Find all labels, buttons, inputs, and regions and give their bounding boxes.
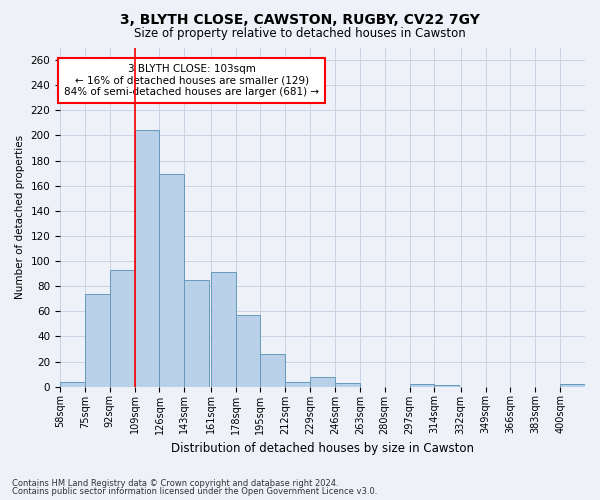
Y-axis label: Number of detached properties: Number of detached properties bbox=[15, 135, 25, 299]
Bar bbox=[285, 382, 310, 386]
Bar bbox=[134, 130, 160, 386]
Bar bbox=[110, 270, 134, 386]
Bar bbox=[410, 384, 434, 386]
Bar bbox=[310, 376, 335, 386]
Bar bbox=[560, 384, 585, 386]
Text: Size of property relative to detached houses in Cawston: Size of property relative to detached ho… bbox=[134, 28, 466, 40]
Text: 3 BLYTH CLOSE: 103sqm
← 16% of detached houses are smaller (129)
84% of semi-det: 3 BLYTH CLOSE: 103sqm ← 16% of detached … bbox=[64, 64, 319, 97]
Text: Contains public sector information licensed under the Open Government Licence v3: Contains public sector information licen… bbox=[12, 488, 377, 496]
Bar bbox=[260, 354, 285, 386]
X-axis label: Distribution of detached houses by size in Cawston: Distribution of detached houses by size … bbox=[171, 442, 474, 455]
Text: Contains HM Land Registry data © Crown copyright and database right 2024.: Contains HM Land Registry data © Crown c… bbox=[12, 478, 338, 488]
Bar bbox=[60, 382, 85, 386]
Bar bbox=[211, 272, 236, 386]
Text: 3, BLYTH CLOSE, CAWSTON, RUGBY, CV22 7GY: 3, BLYTH CLOSE, CAWSTON, RUGBY, CV22 7GY bbox=[120, 12, 480, 26]
Bar bbox=[335, 383, 360, 386]
Bar bbox=[236, 315, 260, 386]
Bar bbox=[85, 294, 110, 386]
Bar bbox=[184, 280, 209, 386]
Bar bbox=[160, 174, 184, 386]
